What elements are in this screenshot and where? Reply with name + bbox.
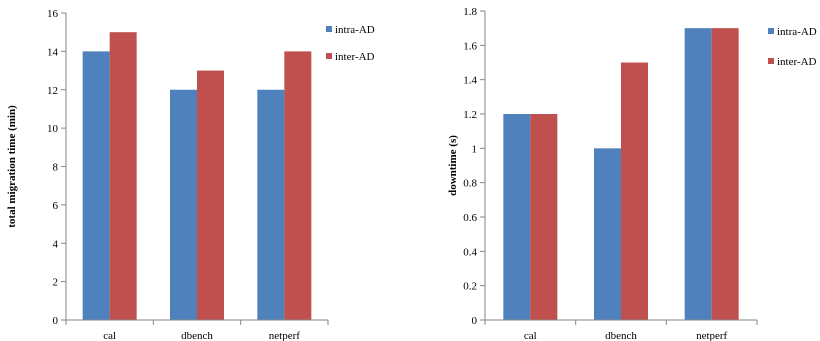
bar-netperf-inter-AD — [711, 28, 739, 321]
migration-time-chart: 0 2 4 6 8 10 12 14 16 cal dbench netperf total migra… — [6, 8, 375, 341]
x-tick-label: dbench — [605, 330, 637, 341]
y-tick-label: 6 — [53, 200, 59, 212]
y-tick-label: 2 — [53, 277, 59, 289]
bar-cal-inter-AD — [530, 114, 558, 320]
y-tick-label: 1.2 — [463, 109, 477, 121]
downtime-chart: 0 0.2 0.4 0.6 0.8 1 1.2 1.4 1.6 1.8 cal dbench netpe… — [447, 6, 817, 341]
bar-cal-inter-AD — [109, 32, 137, 320]
y-axis-title: downtime (s) — [447, 135, 459, 196]
y-tick-label: 8 — [53, 162, 59, 174]
bar-dbench-inter-AD — [621, 62, 648, 320]
y-tick-label: 0.2 — [463, 281, 477, 293]
y-tick-label: 1.4 — [463, 75, 477, 87]
x-tick-label: cal — [524, 330, 537, 341]
bar-netperf-intra-AD — [684, 28, 712, 321]
legend-swatch-intra-AD — [768, 28, 774, 34]
y-tick-label: 1.6 — [463, 40, 477, 52]
y-tick-label: 0.4 — [463, 246, 477, 258]
y-tick-label: 16 — [47, 8, 59, 20]
y-tick-label: 0.6 — [463, 212, 477, 224]
y-tick-label: 4 — [53, 238, 59, 250]
y-tick-label: 14 — [47, 46, 59, 58]
legend-label: inter-AD — [335, 51, 375, 63]
y-tick-label: 1 — [472, 143, 478, 155]
bar-netperf-inter-AD — [284, 51, 312, 320]
bar-dbench-intra-AD — [594, 148, 621, 320]
y-tick-label: 0.8 — [463, 178, 477, 190]
bar-netperf-intra-AD — [257, 89, 285, 320]
bar-dbench-intra-AD — [170, 89, 197, 320]
legend-swatch-inter-AD — [768, 58, 774, 64]
legend-label: inter-AD — [777, 56, 817, 68]
x-tick-label: dbench — [181, 330, 213, 341]
bar-cal-intra-AD — [503, 114, 531, 320]
bar-cal-intra-AD — [82, 51, 110, 320]
legend-swatch-inter-AD — [326, 53, 332, 59]
x-tick-label: cal — [103, 330, 116, 341]
bar-dbench-inter-AD — [197, 70, 224, 320]
y-tick-label: 0 — [472, 315, 478, 327]
x-tick-label: netperf — [696, 330, 727, 341]
x-tick-label: netperf — [269, 330, 300, 341]
legend-label: intra-AD — [335, 24, 375, 36]
y-tick-label: 12 — [47, 85, 58, 97]
y-tick-label: 0 — [53, 315, 59, 327]
legend-swatch-intra-AD — [326, 26, 332, 32]
y-tick-label: 10 — [47, 123, 59, 135]
legend-label: intra-AD — [777, 26, 817, 38]
y-tick-label: 1.8 — [463, 6, 477, 18]
y-axis-title: total migration time (min) — [6, 105, 18, 228]
